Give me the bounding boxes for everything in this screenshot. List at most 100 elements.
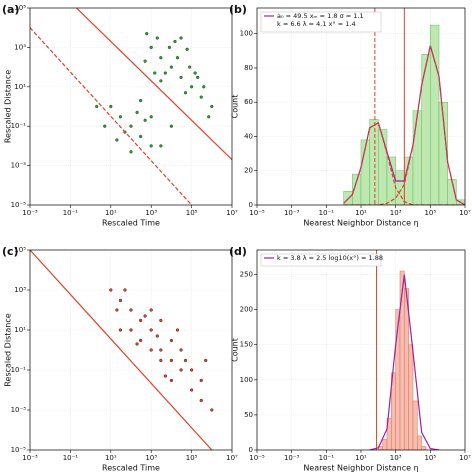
y-tick-label: 10⁵ (14, 4, 26, 12)
point (109, 288, 113, 292)
point (163, 71, 167, 75)
y-axis-label: Count (231, 338, 240, 362)
point (123, 288, 127, 292)
point (207, 115, 211, 119)
bar (378, 129, 388, 205)
point (169, 65, 173, 69)
point (129, 308, 133, 312)
x-tick-label: 10⁵ (424, 454, 436, 462)
point (139, 134, 143, 139)
legend-text: k = 3.8 λ = 2.5 log10(x°) = 1.88 (277, 254, 383, 262)
point (169, 124, 173, 128)
point (163, 374, 167, 378)
point (159, 318, 163, 323)
y-tick-label: 20 (244, 167, 253, 175)
point (183, 91, 188, 95)
point (179, 368, 183, 372)
x-tick-label: 10⁻¹ (63, 454, 79, 462)
x-tick-label: 10⁷ (226, 454, 238, 462)
bar (343, 191, 353, 205)
x-axis-label: Nearest Neighbor Distance η (303, 464, 418, 473)
y-tick-label: 10³ (14, 286, 26, 294)
point (149, 144, 153, 148)
x-tick-label: 10⁻¹ (63, 209, 79, 217)
point (149, 115, 153, 119)
point (149, 45, 153, 49)
y-tick-label: 0 (249, 446, 253, 454)
point (175, 56, 180, 60)
point (210, 408, 214, 412)
fit-curve (343, 121, 465, 205)
bar (369, 119, 379, 205)
point (175, 328, 180, 332)
point (183, 358, 188, 363)
point (103, 124, 107, 128)
panel-label: (b) (229, 3, 247, 16)
point (159, 144, 163, 148)
point (173, 39, 177, 44)
panel: (b) 10⁻⁵ 10⁻³ 10⁻¹ 10¹ 10³ 10⁵ 10⁷ 0 20 40 60 80 100 N… (229, 3, 471, 228)
bar (404, 288, 409, 450)
x-tick-label: 10³ (145, 209, 157, 217)
axes-frame (29, 249, 233, 451)
x-tick-label: 10¹ (355, 209, 367, 217)
plot-area (30, 8, 232, 205)
point (202, 85, 206, 89)
x-tick-label: 10⁵ (186, 454, 198, 462)
x-tick-label: 10⁻¹ (319, 209, 335, 217)
point (129, 150, 133, 154)
point (159, 79, 163, 83)
y-tick-label: 10⁻³ (11, 406, 27, 414)
point (190, 85, 194, 89)
panel: (a)10⁻³ 10⁻¹ 10¹ 10³ 10⁵ 10⁷10⁻⁵10⁻³10⁻¹10¹10… (2, 3, 238, 228)
point (196, 75, 200, 80)
plot-area (30, 250, 232, 450)
point (153, 71, 157, 75)
point (118, 298, 123, 303)
y-tick-label: 100 (240, 30, 253, 38)
bar (412, 400, 418, 450)
panel: (d) 10⁻⁵ 10⁻³ 10⁻¹ 10¹ 10³ 10⁵ 10⁷ 0 50 100 150 200 2… (229, 245, 471, 473)
x-tick-label: 10⁷ (459, 209, 471, 217)
y-tick-label: 10⁻⁵ (11, 446, 27, 454)
point (159, 348, 163, 352)
bar (399, 270, 405, 450)
y-tick-label: 0 (249, 201, 253, 209)
panel-label: (d) (229, 245, 247, 258)
bar (417, 435, 422, 450)
point (135, 110, 139, 115)
y-tick-label: 80 (244, 64, 253, 72)
x-axis-label: Rescaled Time (102, 219, 160, 228)
y-tick-label: 10¹ (14, 326, 26, 334)
point (190, 388, 194, 392)
point (139, 98, 143, 103)
y-tick-label: 10¹ (14, 83, 26, 91)
point (139, 318, 143, 323)
point (169, 338, 173, 343)
x-tick-label: 10⁷ (226, 209, 238, 217)
point (199, 95, 203, 99)
point (169, 378, 173, 383)
point (115, 308, 119, 312)
bar (408, 344, 414, 450)
y-tick-label: 10⁻¹ (11, 366, 27, 374)
y-tick-label: 100 (240, 376, 253, 384)
point (143, 59, 147, 63)
point (135, 342, 139, 346)
point (143, 314, 147, 318)
legend-text: k = 6.6 λ = 4.1 x° = 1.4 (277, 20, 356, 28)
plot-content (30, 8, 232, 205)
point (185, 47, 189, 51)
point (179, 36, 183, 40)
y-tick-label: 10⁻⁵ (11, 201, 27, 209)
x-tick-label: 10³ (390, 454, 402, 462)
point (179, 348, 183, 352)
panel-label: (a) (2, 3, 19, 16)
y-tick-label: 50 (244, 411, 253, 419)
x-tick-label: 10¹ (355, 454, 367, 462)
point (129, 124, 133, 128)
y-axis-label: Rescaled Distance (4, 313, 13, 386)
point (95, 104, 99, 109)
point (159, 358, 163, 363)
point (193, 71, 197, 75)
